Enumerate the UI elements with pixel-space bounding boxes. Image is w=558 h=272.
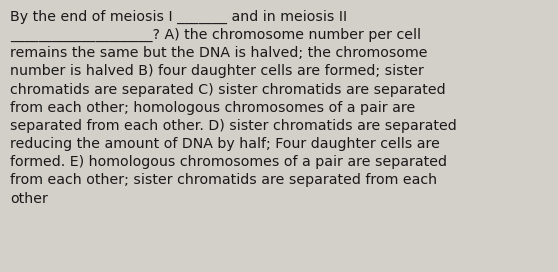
Text: By the end of meiosis I _______ and in meiosis II
____________________? A) the c: By the end of meiosis I _______ and in m… xyxy=(10,10,457,206)
